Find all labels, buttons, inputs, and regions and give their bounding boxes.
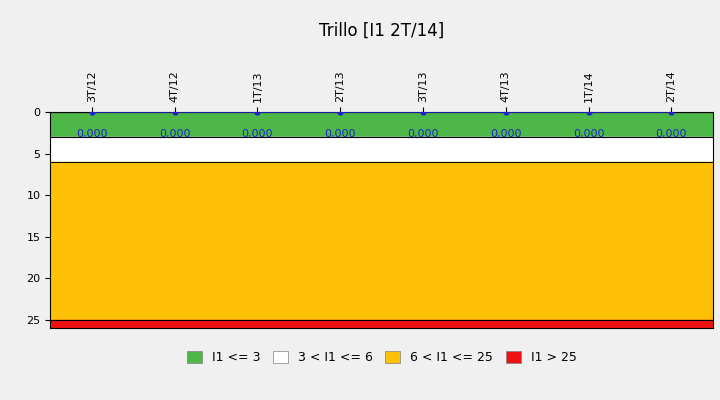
Text: 0,000: 0,000 (490, 129, 521, 139)
Text: 0,000: 0,000 (573, 129, 604, 139)
Bar (50, 137, 713, 162)
Title: Trillo [I1 2T/14]: Trillo [I1 2T/14] (319, 22, 444, 40)
Text: 0,000: 0,000 (325, 129, 356, 139)
Bar (50, 162, 713, 320)
Text: 0,000: 0,000 (408, 129, 438, 139)
Legend: I1 <= 3, 3 < I1 <= 6, 6 < I1 <= 25, I1 > 25: I1 <= 3, 3 < I1 <= 6, 6 < I1 <= 25, I1 >… (181, 346, 582, 369)
Bar (50, 320, 713, 328)
Text: 0,000: 0,000 (656, 129, 687, 139)
Text: 0,000: 0,000 (76, 129, 107, 139)
Text: 0,000: 0,000 (242, 129, 273, 139)
Text: 0,000: 0,000 (159, 129, 190, 139)
Bar (50, 112, 713, 137)
